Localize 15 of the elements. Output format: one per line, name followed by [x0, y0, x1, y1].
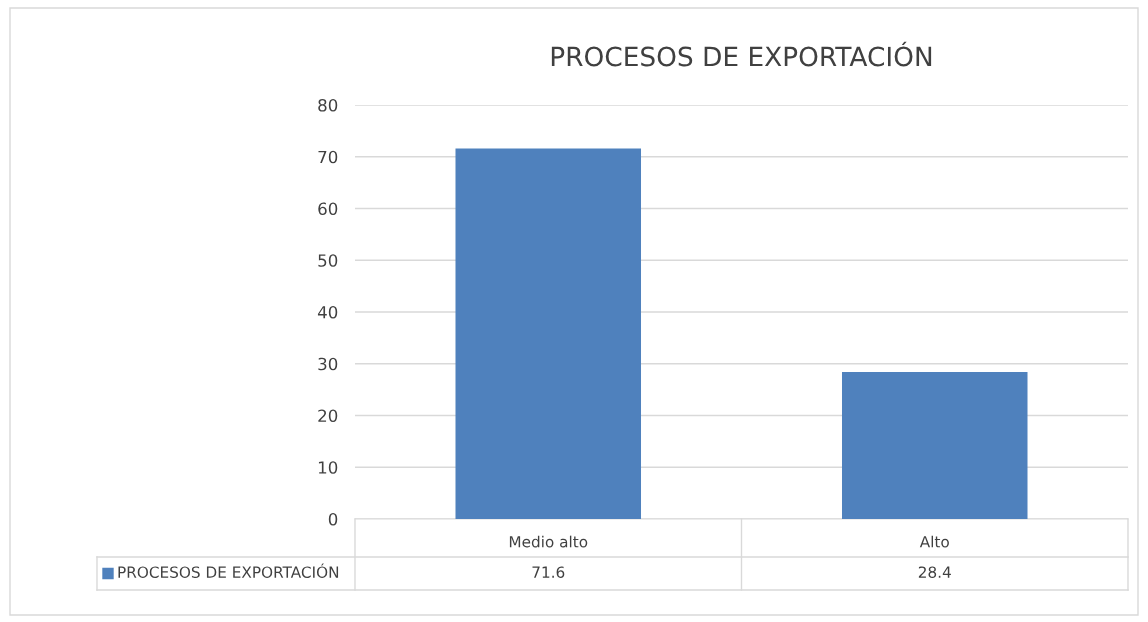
x-tick-label: Alto — [919, 535, 949, 548]
data-label: 28.4 — [918, 566, 951, 578]
y-tick-label: 0 — [328, 512, 338, 526]
data-label: 71.6 — [532, 566, 565, 578]
y-tick-label: 50 — [318, 254, 338, 267]
y-tick-label: 80 — [318, 98, 338, 112]
y-tick-label: 20 — [318, 409, 338, 423]
legend-label: PROCESOS DE EXPORTACIÓN — [118, 563, 339, 578]
y-tick-label: 60 — [318, 202, 338, 216]
y-tick-label: 70 — [318, 150, 338, 164]
y-tick-label: 30 — [318, 357, 338, 371]
y-tick-label: 10 — [318, 461, 338, 474]
y-tick-label: 40 — [317, 305, 338, 319]
chart-title: PROCESOS DE EXPORTACIÓN — [551, 41, 932, 67]
x-tick-label: Medio alto — [509, 535, 588, 548]
